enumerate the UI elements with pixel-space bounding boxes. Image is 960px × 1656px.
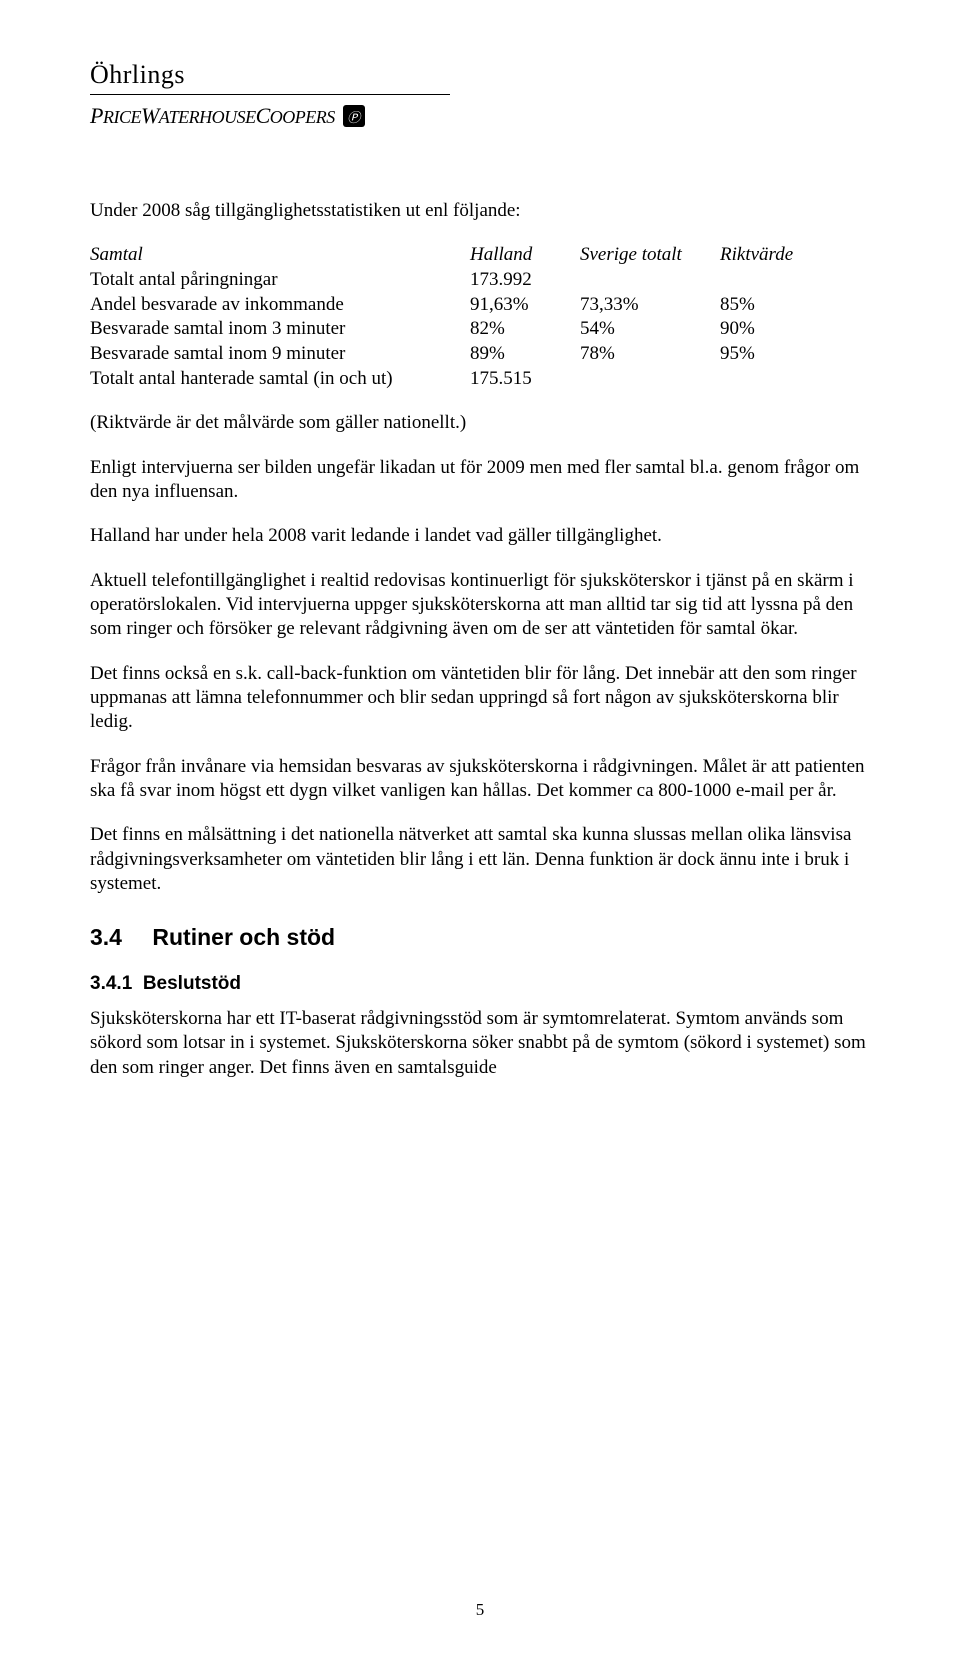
cell: 90% (720, 317, 820, 342)
th-samtal: Samtal (90, 243, 470, 268)
th-riktvarde: Riktvärde (720, 243, 820, 268)
intro-paragraph: Under 2008 såg tillgänglighetsstatistike… (90, 199, 870, 223)
cell: 95% (720, 342, 820, 367)
cell: 173.992 (470, 268, 580, 293)
pwc-badge-icon: Ⓟ (343, 105, 365, 127)
table-row: Totalt antal påringningar 173.992 (90, 268, 870, 293)
section-title: Rutiner och stöd (152, 924, 335, 950)
section-heading: 3.4 Rutiner och stöd (90, 924, 870, 951)
table-row: Besvarade samtal inom 3 minuter 82% 54% … (90, 317, 870, 342)
cell: Totalt antal hanterade samtal (in och ut… (90, 367, 470, 392)
document-page: Öhrlings PRICEWATERHOUSECOOPERS Ⓟ Under … (0, 0, 960, 1656)
cell: 85% (720, 293, 820, 318)
cell (580, 268, 720, 293)
cell: 78% (580, 342, 720, 367)
cell (720, 367, 820, 392)
logo-divider (90, 94, 450, 95)
table-row: Besvarade samtal inom 9 minuter 89% 78% … (90, 342, 870, 367)
stats-table: Samtal Halland Sverige totalt Riktvärde … (90, 243, 870, 391)
cell: 82% (470, 317, 580, 342)
section-number: 3.4 (90, 924, 146, 951)
cell: Besvarade samtal inom 9 minuter (90, 342, 470, 367)
paragraph: (Riktvärde är det målvärde som gäller na… (90, 411, 870, 435)
pwc-wordmark: PRICEWATERHOUSECOOPERS (90, 103, 335, 129)
cell: 73,33% (580, 293, 720, 318)
page-number: 5 (0, 1600, 960, 1620)
subsection-title: Beslutstöd (143, 973, 241, 994)
th-sverige: Sverige totalt (580, 243, 720, 268)
table-row: Andel besvarade av inkommande 91,63% 73,… (90, 293, 870, 318)
th-halland: Halland (470, 243, 580, 268)
cell: 175.515 (470, 367, 580, 392)
paragraph: Det finns en målsättning i det nationell… (90, 823, 870, 896)
cell: Totalt antal påringningar (90, 268, 470, 293)
cell: Andel besvarade av inkommande (90, 293, 470, 318)
logo-block: Öhrlings PRICEWATERHOUSECOOPERS Ⓟ (90, 60, 870, 129)
logo-line1: Öhrlings (90, 60, 870, 90)
paragraph: Det finns också en s.k. call-back-funkti… (90, 662, 870, 735)
cell: 54% (580, 317, 720, 342)
subsection-number: 3.4.1 (90, 973, 132, 994)
cell (580, 367, 720, 392)
cell: 89% (470, 342, 580, 367)
cell: Besvarade samtal inom 3 minuter (90, 317, 470, 342)
table-header-row: Samtal Halland Sverige totalt Riktvärde (90, 243, 870, 268)
paragraph: Aktuell telefontillgänglighet i realtid … (90, 569, 870, 642)
paragraph: Frågor från invånare via hemsidan besvar… (90, 755, 870, 804)
subsection-heading: 3.4.1 Beslutstöd (90, 973, 870, 995)
paragraph: Enligt intervjuerna ser bilden ungefär l… (90, 456, 870, 505)
table-row: Totalt antal hanterade samtal (in och ut… (90, 367, 870, 392)
cell: 91,63% (470, 293, 580, 318)
logo-line2: PRICEWATERHOUSECOOPERS Ⓟ (90, 103, 870, 129)
cell (720, 268, 820, 293)
subsection-body: Sjuksköterskorna har ett IT-baserat rådg… (90, 1007, 870, 1080)
paragraph: Halland har under hela 2008 varit ledand… (90, 524, 870, 548)
